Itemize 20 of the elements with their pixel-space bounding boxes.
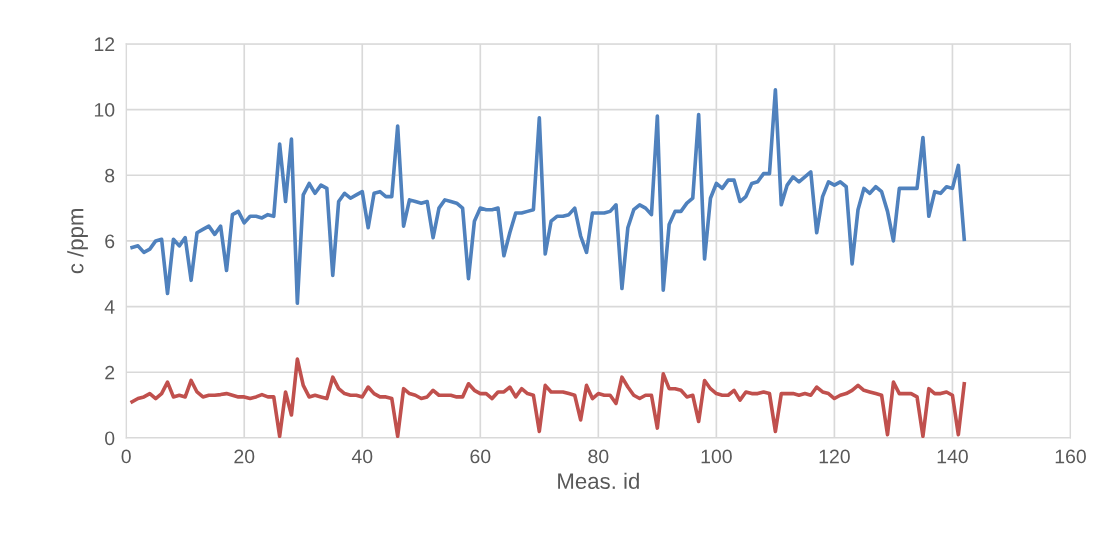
x-axis-title: Meas. id	[558, 472, 639, 490]
x-tick-label: 140	[937, 449, 968, 464]
y-tick-label: 12	[94, 37, 115, 51]
x-tick-label: 80	[588, 449, 609, 464]
y-tick-label: 4	[104, 300, 115, 314]
y-axis-title: c /ppm	[67, 209, 88, 274]
x-tick-label: 40	[351, 449, 373, 464]
x-tick-label: 0	[121, 449, 131, 464]
y-tick-label: 6	[105, 234, 115, 249]
line-series	[130, 88, 967, 306]
line-series	[130, 357, 967, 438]
x-tick-label: 100	[701, 449, 732, 464]
x-tick-label: 20	[234, 449, 255, 464]
x-tick-label: 60	[470, 449, 491, 464]
x-tick-label: 120	[819, 449, 850, 464]
y-tick-label: 0	[105, 431, 115, 446]
y-tick-label: 8	[105, 168, 115, 183]
x-tick-label: 160	[1055, 449, 1086, 464]
y-tick-label: 10	[94, 103, 115, 117]
y-tick-label: 2	[105, 365, 115, 380]
